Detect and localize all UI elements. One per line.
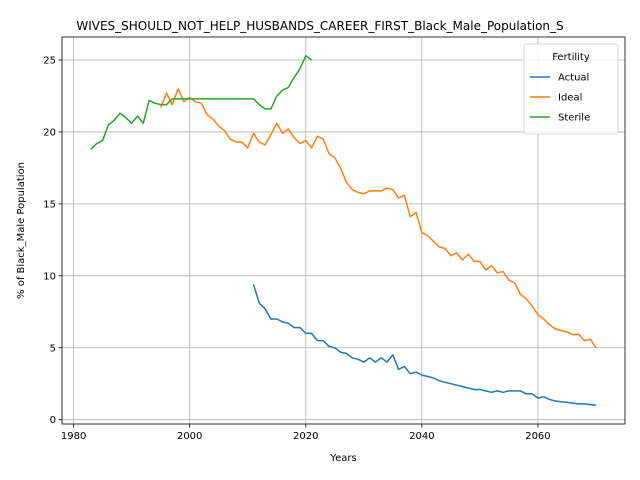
legend-title: Fertility (552, 52, 590, 63)
series-line-sterile (90, 54, 313, 150)
x-tick-label: 2000 (177, 431, 202, 442)
legend-box (523, 43, 619, 135)
legend-label-ideal: Ideal (558, 93, 582, 104)
legend: Fertility Actual Ideal Sterile (523, 43, 619, 135)
x-axis: 1980 2000 2020 2040 2060 (61, 424, 551, 442)
series-line-ideal (160, 88, 597, 349)
x-axis-label: Years (329, 453, 356, 464)
y-tick-label: 20 (43, 127, 56, 138)
y-tick-label: 15 (43, 199, 56, 210)
chart-title: WIVES_SHOULD_NOT_HELP_HUSBANDS_CAREER_FI… (76, 19, 563, 33)
y-tick-label: 5 (50, 343, 56, 354)
legend-label-actual: Actual (558, 73, 589, 84)
x-tick-label: 2020 (293, 431, 318, 442)
y-axis-label: % of Black_Male Population (16, 162, 27, 299)
axes-frame (61, 36, 626, 425)
legend-label-sterile: Sterile (558, 113, 590, 124)
y-tick-label: 0 (50, 415, 56, 426)
x-tick-label: 2040 (409, 431, 434, 442)
series-layer (90, 54, 597, 407)
y-tick-label: 25 (43, 56, 56, 67)
x-tick-label: 1980 (61, 431, 86, 442)
series-line-actual (252, 284, 597, 407)
y-axis: 0 5 10 15 20 25 (43, 56, 62, 426)
x-tick-label: 2060 (525, 431, 550, 442)
y-tick-label: 10 (43, 271, 56, 282)
